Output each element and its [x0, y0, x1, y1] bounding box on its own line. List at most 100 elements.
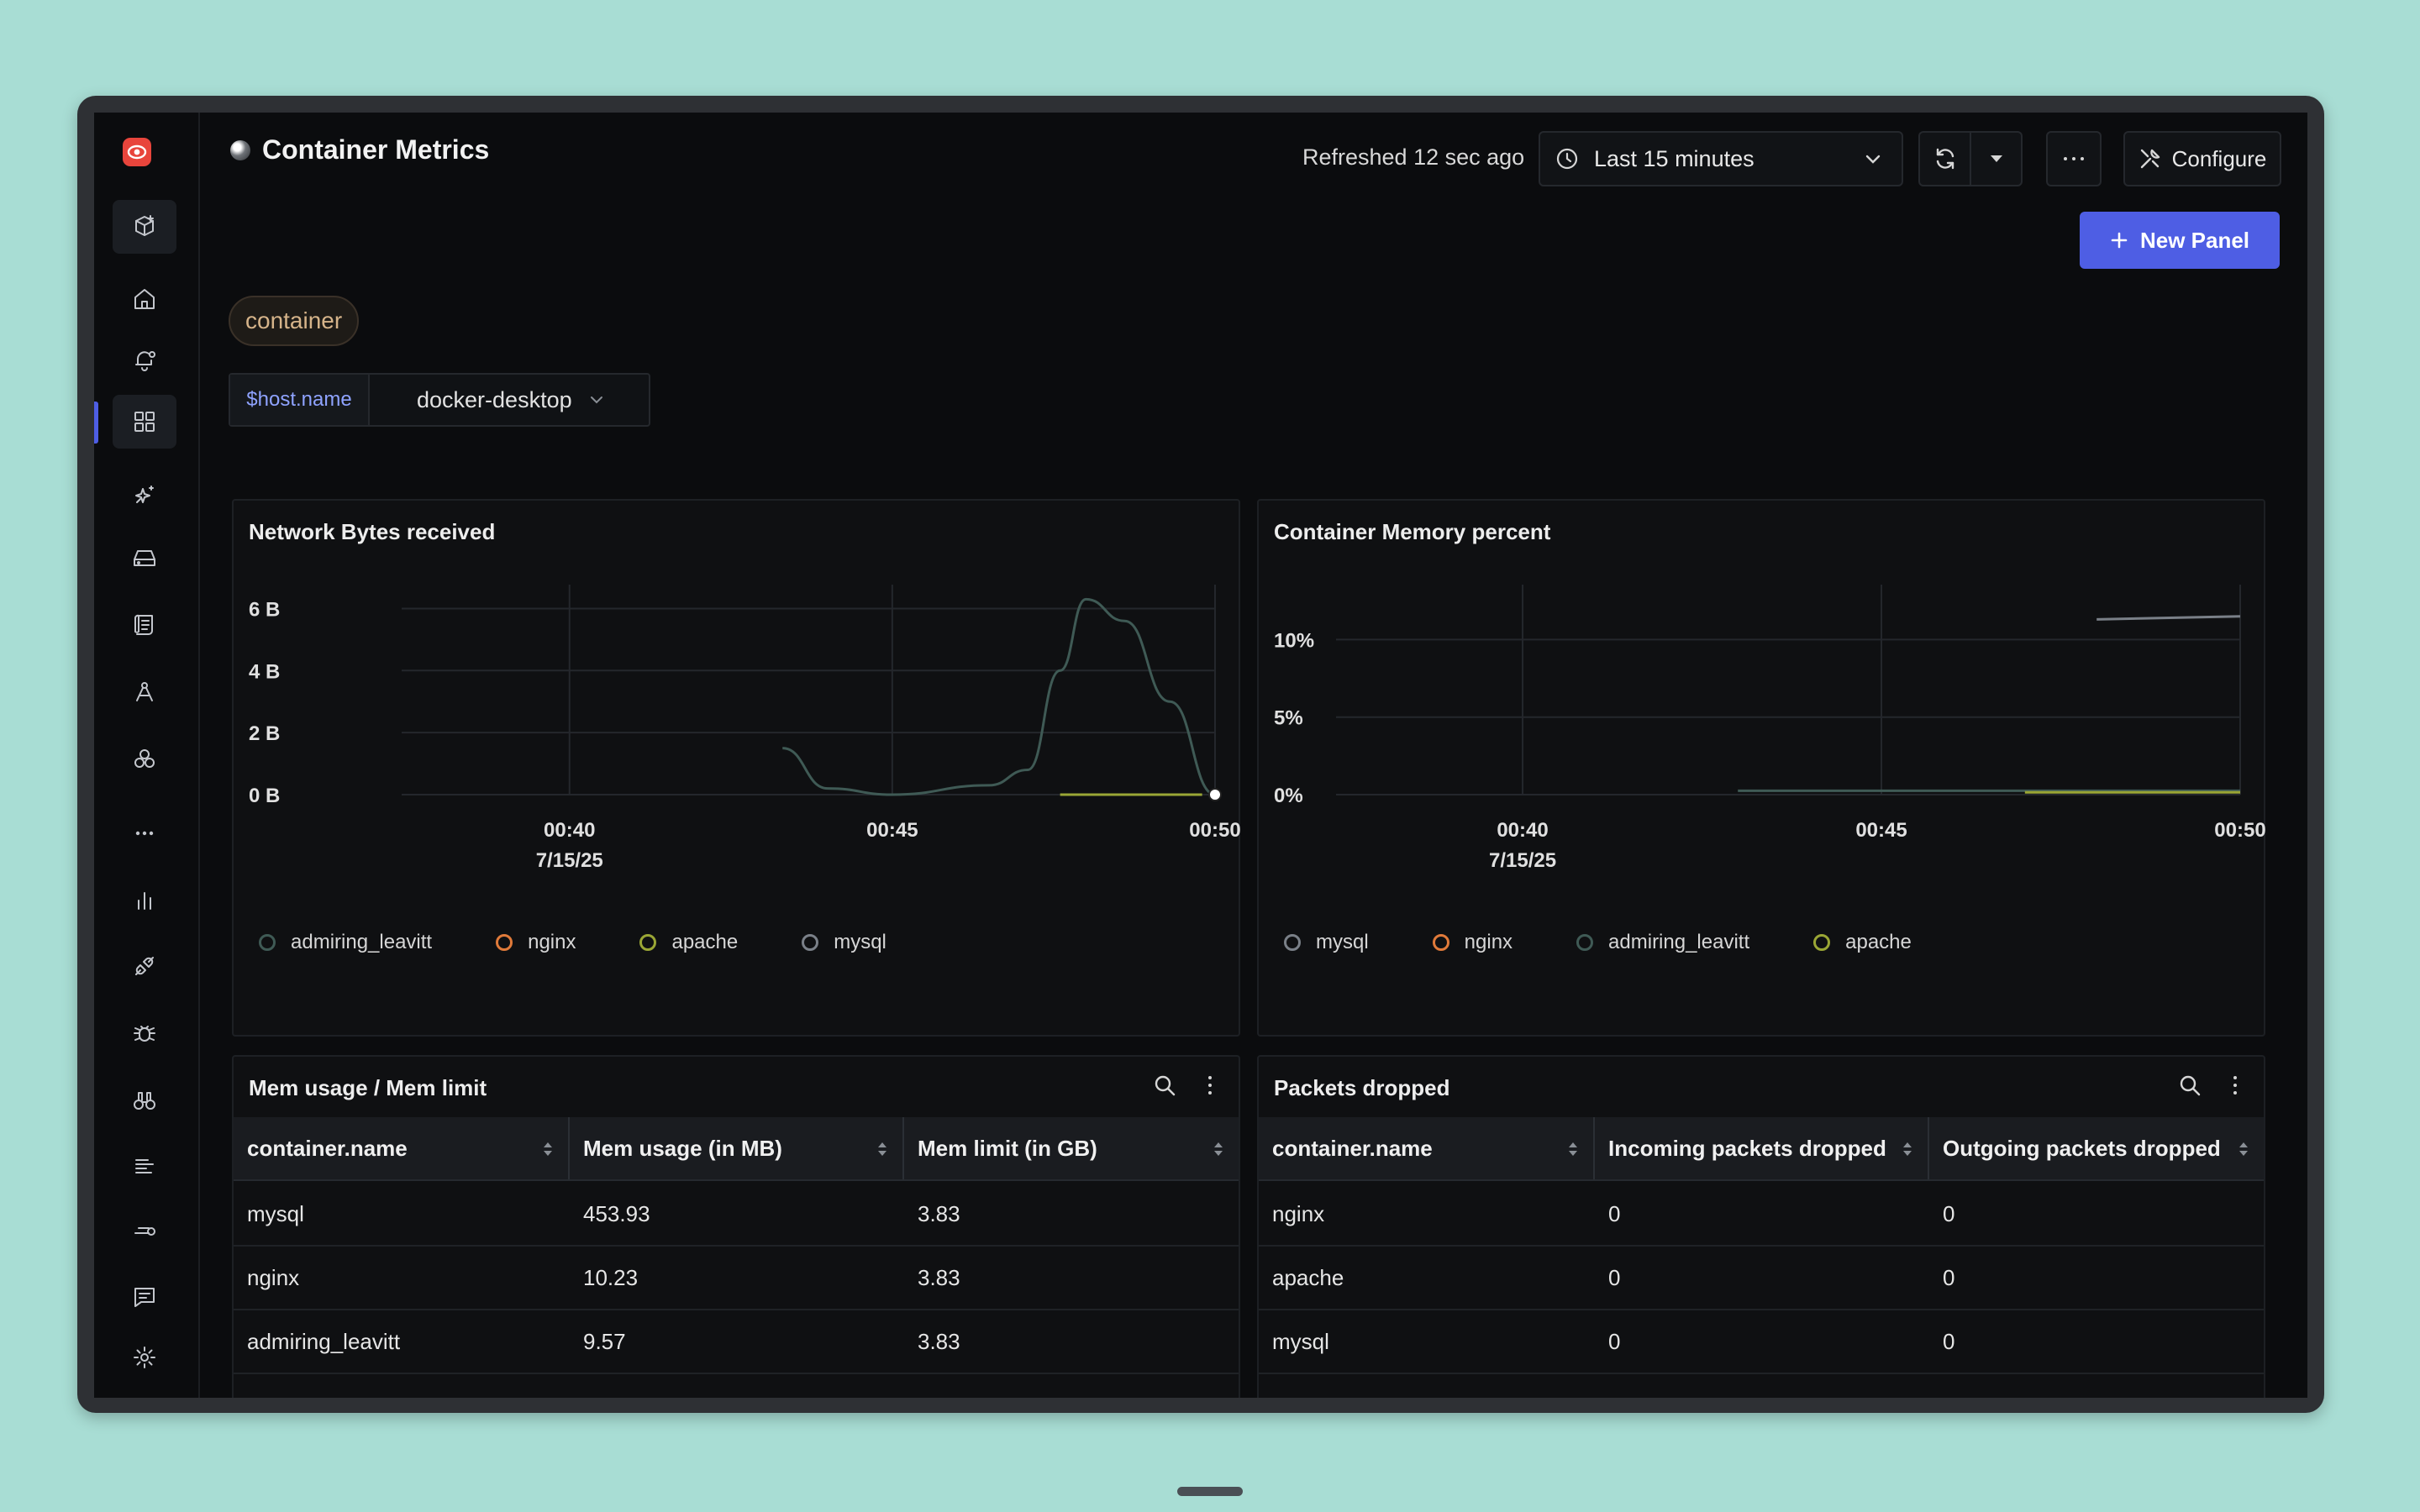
plus-icon — [2111, 232, 2128, 249]
configure-button[interactable]: Configure — [2123, 131, 2281, 186]
chevron-down-icon — [590, 396, 602, 404]
table-row[interactable]: mysql 0 0 — [1259, 1310, 2264, 1374]
time-range-label: Last 15 minutes — [1594, 145, 1754, 171]
sort-icon[interactable] — [541, 1139, 555, 1159]
y-tick-label: 5% — [1274, 707, 1303, 730]
legend-label: apache — [1845, 931, 1912, 953]
app-logo[interactable] — [123, 138, 151, 166]
legend-item[interactable]: admiring_leavitt — [259, 931, 432, 954]
refresh-icon — [1936, 148, 1954, 170]
integrations-icon[interactable] — [113, 939, 176, 993]
logs-icon[interactable] — [113, 598, 176, 652]
cube-add-icon[interactable] — [113, 200, 176, 254]
more-icon[interactable] — [113, 806, 176, 860]
legend-item[interactable]: mysql — [802, 931, 886, 954]
app-screen: Container Metrics Refreshed 12 sec ago L… — [94, 113, 2307, 1398]
panel-title: Packets dropped — [1274, 1075, 1450, 1100]
chevron-down-icon — [1865, 155, 1881, 164]
legend-swatch-icon — [496, 934, 513, 951]
table-cell: 0 — [1943, 1328, 1955, 1354]
services-icon[interactable] — [113, 732, 176, 786]
host-variable-selector: $host.name docker-desktop — [229, 373, 650, 427]
caret-down-icon — [1990, 155, 2002, 162]
refreshed-status: Refreshed 12 sec ago — [1302, 144, 1525, 170]
active-nav-marker — [94, 402, 98, 444]
refresh-interval-dropdown[interactable] — [1971, 133, 2021, 185]
column-header[interactable]: container.name — [1259, 1117, 1595, 1179]
list-icon[interactable] — [113, 1139, 176, 1193]
legend-item[interactable]: mysql — [1284, 931, 1369, 954]
table-cell: 0 — [1943, 1264, 1955, 1290]
panel-title: Container Memory percent — [1274, 519, 1551, 544]
legend-label: mysql — [834, 931, 886, 953]
binoculars-icon[interactable] — [113, 1074, 176, 1127]
search-icon[interactable] — [1153, 1074, 1176, 1097]
table-cell: apache — [1272, 1264, 1344, 1290]
x-tick-label: 00:50 — [2214, 819, 2265, 842]
table-row[interactable]: mysql 453.93 3.83 — [234, 1183, 1239, 1247]
legend-swatch-icon — [639, 934, 657, 951]
table-cell: 3.83 — [918, 1200, 960, 1226]
new-panel-button[interactable]: New Panel — [2080, 212, 2280, 269]
network-bytes-panel: Network Bytes received 6 B 4 B 2 B 0 B 00:40… — [232, 499, 1241, 1037]
sort-icon[interactable] — [876, 1139, 889, 1159]
sparkle-icon[interactable] — [113, 469, 176, 522]
variable-name: $host.name — [230, 375, 370, 425]
dashboards-icon[interactable] — [113, 395, 176, 449]
messages-icon[interactable] — [113, 1270, 176, 1324]
sort-icon[interactable] — [1901, 1139, 1914, 1159]
column-header[interactable]: Mem limit (in GB) — [904, 1117, 1239, 1179]
dashboard-emoji-icon[interactable] — [230, 139, 250, 160]
legend-item[interactable]: nginx — [496, 931, 576, 954]
legend-swatch-icon — [1432, 934, 1449, 951]
time-range-select[interactable]: Last 15 minutes — [1539, 131, 1903, 186]
pipelines-icon[interactable] — [113, 665, 176, 719]
home-icon[interactable] — [113, 272, 176, 326]
sort-icon[interactable] — [2237, 1139, 2250, 1159]
dashboard-tag: container — [229, 296, 360, 346]
more-options-button[interactable] — [2046, 131, 2102, 186]
legend-item[interactable]: apache — [1813, 931, 1912, 954]
legend-item[interactable]: apache — [639, 931, 738, 954]
alert-bell-icon[interactable] — [113, 333, 176, 386]
metrics-icon[interactable] — [113, 874, 176, 927]
memory-percent-panel: Container Memory percent 10% 5% 0% 00:40 00:… — [1257, 499, 2266, 1037]
packets-dropped-table-panel: Packets dropped container.name Incoming p… — [1257, 1055, 2265, 1398]
variable-value-select[interactable]: docker-desktop — [370, 375, 649, 425]
column-header[interactable]: Mem usage (in MB) — [570, 1117, 904, 1179]
column-header-label: Mem usage (in MB) — [583, 1135, 782, 1161]
legend-item[interactable]: nginx — [1432, 931, 1512, 954]
clock-icon — [1556, 148, 1578, 170]
table-row[interactable]: apache 0 0 — [1259, 1247, 2264, 1310]
memory-percent-chart: 10% 5% 0% 00:40 00:45 00:50 7/15/25 — [1274, 585, 2266, 872]
refresh-button[interactable] — [1920, 133, 1971, 185]
legend-item[interactable]: admiring_leavitt — [1576, 931, 1749, 954]
new-panel-label: New Panel — [2139, 227, 2250, 253]
search-icon[interactable] — [2178, 1074, 2202, 1097]
column-header[interactable]: Outgoing packets dropped — [1929, 1117, 2264, 1179]
series-line-admiring_leavitt[interactable] — [782, 597, 1216, 796]
kebab-menu-icon[interactable] — [1207, 1074, 1213, 1097]
sort-icon[interactable] — [1212, 1139, 1225, 1159]
column-header[interactable]: container.name — [234, 1117, 570, 1179]
table-row[interactable]: nginx 10.23 3.83 — [234, 1247, 1239, 1310]
key-icon[interactable] — [113, 1203, 176, 1257]
table-row[interactable]: admiring_leavitt 9.57 3.83 — [234, 1310, 1239, 1374]
table-cell: 3.83 — [918, 1264, 960, 1290]
table-row[interactable]: nginx 0 0 — [1259, 1183, 2264, 1247]
table-cell: nginx — [1272, 1200, 1325, 1226]
table-row[interactable] — [1259, 1374, 2264, 1398]
column-header[interactable]: Incoming packets dropped — [1595, 1117, 1929, 1179]
column-header-label: Outgoing packets dropped — [1943, 1135, 2221, 1161]
bug-icon[interactable] — [113, 1006, 176, 1060]
table-row[interactable] — [234, 1374, 1239, 1398]
series-point-mysql[interactable] — [1208, 788, 1222, 801]
settings-icon[interactable] — [113, 1331, 176, 1384]
table-cell: 453.93 — [583, 1200, 650, 1226]
series-line-mysql[interactable] — [2096, 615, 2241, 621]
table-cell — [1259, 1374, 1595, 1398]
storage-icon[interactable] — [113, 531, 176, 585]
sort-icon[interactable] — [1566, 1139, 1580, 1159]
y-tick-label: 6 B — [249, 598, 280, 621]
kebab-menu-icon[interactable] — [2232, 1074, 2238, 1097]
